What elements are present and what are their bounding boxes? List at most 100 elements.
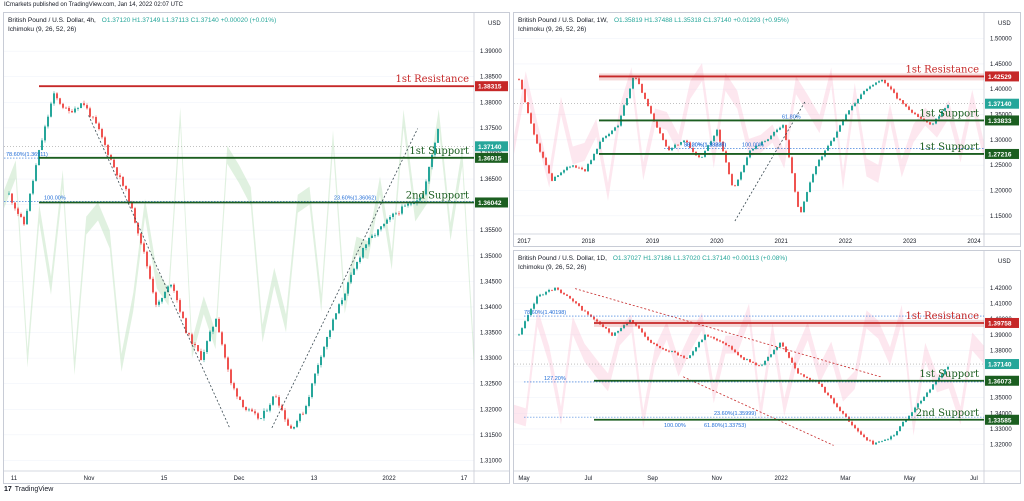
candle-body [770,135,772,140]
candle-body [119,175,121,177]
candle-body [524,321,526,329]
candle-body [101,129,103,138]
candle-body [557,175,559,177]
indicator-label: Ichimoku (9, 26, 52, 26) [518,26,587,33]
candle-body [836,131,838,138]
x-tick-label: 2017 [517,239,531,245]
candle-body [8,193,10,195]
candle-body [716,129,718,136]
candle-body [755,145,757,149]
candle-body [752,362,754,363]
chart-legend-1w: British Pound / U.S. Dollar, 1W, O1.35819… [518,16,789,34]
candle-body [545,291,547,295]
candle-body [179,300,181,312]
price-tag [475,152,508,163]
candle-body [248,409,250,411]
candle-body [623,325,625,329]
y-tick-label: 1.39000 [990,333,1012,339]
candle-body [392,213,394,217]
price-tag-text: 1.36073 [988,378,1012,385]
candle-body [35,165,37,181]
candle-body [113,159,115,168]
candle-body [191,334,193,345]
candle-body [740,355,742,358]
candle-body [530,113,532,124]
candle-body [842,119,844,126]
y-tick-label: 1.33000 [990,427,1012,433]
candle-body [890,436,892,440]
candle-body [752,148,754,151]
candle-body [137,222,139,234]
candle-body [419,198,421,201]
candle-body [371,235,373,238]
chart-4h-canvas[interactable]: 1.390001.385001.380001.375001.370001.365… [4,13,509,483]
y-tick-label: 1.33500 [480,331,502,337]
candle-body [743,165,745,173]
candle-body [560,289,562,293]
candle-body [878,441,880,443]
candle-body [881,440,883,442]
candle-body [260,418,262,420]
fib-label: 38.20%(1.33828) [684,143,726,149]
candle-body [128,189,130,203]
currency-label: USD [998,259,1011,265]
chart-panel-1d[interactable]: 1.420001.410001.400001.390001.380001.370… [513,250,1021,484]
candle-body [686,357,688,359]
candle-body [644,92,646,99]
candle-body [665,349,667,351]
candle-body [677,352,679,356]
candle-body [185,318,187,334]
candle-body [803,374,805,377]
candle-body [860,431,862,435]
symbol-title: British Pound / U.S. Dollar, 1W, [518,17,608,24]
candle-body [353,268,355,275]
candle-body [707,334,709,337]
candle-body [395,213,397,215]
candle-body [170,284,172,287]
chart-panel-4h[interactable]: 1.390001.385001.380001.375001.370001.365… [3,12,510,484]
candle-body [767,356,769,361]
y-tick-label: 1.39000 [480,49,502,55]
candle-body [20,213,22,217]
candle-body [902,100,904,104]
candle-body [233,383,235,389]
candle-body [326,336,328,347]
candle-body [839,125,841,132]
candle-body [254,411,256,414]
candle-body [617,331,619,333]
y-tick-label: 1.31000 [480,458,502,464]
candle-body [536,296,538,304]
x-tick-label: 2019 [646,239,660,245]
candle-body [374,235,376,237]
y-tick-label: 1.38000 [480,100,502,106]
ichimoku-cloud [4,107,474,376]
candle-body [911,109,913,113]
candle-body [86,105,88,109]
candle-body [821,156,823,160]
candle-body [722,341,724,344]
tradingview-footer[interactable]: 17 TradingView [4,486,53,493]
x-tick-label: 15 [161,476,168,482]
price-tag [475,197,508,208]
trend-line [88,115,230,428]
chart-1d-canvas[interactable]: 1.420001.410001.400001.390001.380001.370… [514,251,1020,483]
x-tick-label: May [518,476,529,482]
candle-body [617,125,619,128]
candle-body [410,203,412,205]
candle-body [806,376,808,379]
candle-body [539,294,541,297]
tradingview-logo-icon: 17 [4,486,12,493]
candle-body [692,148,694,152]
candle-body [908,415,910,420]
trend-line [734,100,806,222]
chart-1w-canvas[interactable]: 1.500001.450001.400001.350001.300001.250… [514,13,1020,246]
candle-body [647,336,649,341]
x-tick-label: 11 [11,476,18,482]
candle-body [593,316,595,320]
price-tag [985,414,1019,425]
chart-panel-1w[interactable]: 1.500001.450001.400001.350001.300001.250… [513,12,1021,247]
candle-body [215,318,217,327]
candle-body [704,334,706,340]
y-tick-label: 1.15000 [990,214,1012,220]
resistance-label: 1st Resistance [395,74,469,85]
